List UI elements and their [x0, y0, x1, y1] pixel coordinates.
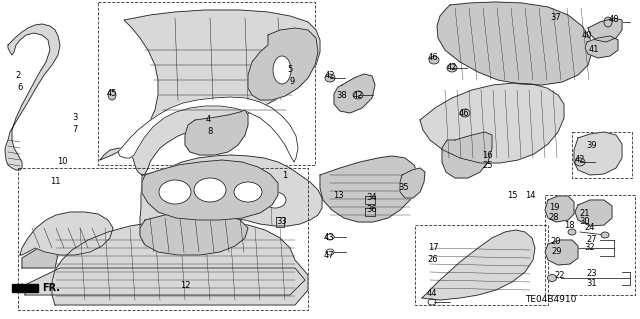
Text: 25: 25	[483, 160, 493, 169]
Ellipse shape	[264, 192, 286, 208]
Text: 31: 31	[587, 279, 597, 288]
Polygon shape	[52, 220, 308, 305]
Text: 24: 24	[585, 224, 595, 233]
Text: 39: 39	[587, 140, 597, 150]
Ellipse shape	[575, 158, 585, 166]
Text: 8: 8	[207, 128, 212, 137]
Polygon shape	[140, 155, 322, 245]
Polygon shape	[585, 36, 618, 58]
Polygon shape	[118, 97, 298, 162]
Text: TE04B4910: TE04B4910	[525, 295, 577, 304]
Ellipse shape	[353, 91, 363, 99]
Text: 40: 40	[582, 31, 592, 40]
Text: 13: 13	[333, 190, 343, 199]
Text: 10: 10	[57, 158, 67, 167]
Polygon shape	[574, 132, 622, 175]
Polygon shape	[437, 2, 592, 85]
Text: 3: 3	[72, 114, 77, 122]
Text: 45: 45	[107, 88, 117, 98]
Text: 41: 41	[589, 46, 599, 55]
Text: 21: 21	[580, 209, 590, 218]
Ellipse shape	[108, 90, 116, 100]
Ellipse shape	[601, 232, 609, 238]
Text: 35: 35	[399, 183, 410, 192]
Polygon shape	[25, 268, 305, 295]
Text: 42: 42	[353, 91, 364, 100]
Text: 27: 27	[587, 235, 597, 244]
Text: 34: 34	[367, 194, 378, 203]
Ellipse shape	[227, 190, 249, 206]
Text: 18: 18	[564, 221, 574, 231]
Text: 17: 17	[428, 243, 438, 253]
Text: 46: 46	[428, 54, 438, 63]
Ellipse shape	[447, 64, 457, 72]
Text: 42: 42	[575, 155, 585, 165]
Text: 7: 7	[72, 125, 77, 135]
Ellipse shape	[159, 180, 191, 204]
Text: 16: 16	[482, 151, 492, 160]
Polygon shape	[142, 160, 278, 220]
Text: 44: 44	[427, 288, 437, 298]
Text: 48: 48	[609, 16, 620, 25]
Text: 1: 1	[282, 170, 287, 180]
Polygon shape	[100, 10, 320, 175]
Polygon shape	[140, 212, 248, 255]
Polygon shape	[20, 212, 113, 255]
Text: 36: 36	[367, 205, 378, 214]
Text: 42: 42	[447, 63, 457, 72]
Ellipse shape	[189, 192, 211, 208]
Polygon shape	[588, 18, 622, 42]
Text: 26: 26	[428, 256, 438, 264]
Polygon shape	[575, 200, 612, 226]
Text: 22: 22	[555, 271, 565, 280]
Polygon shape	[334, 74, 375, 113]
Polygon shape	[545, 196, 574, 222]
Polygon shape	[442, 132, 492, 178]
Text: 32: 32	[585, 243, 595, 253]
Polygon shape	[248, 28, 318, 100]
Ellipse shape	[234, 182, 262, 202]
Text: 9: 9	[289, 78, 294, 86]
Text: 38: 38	[337, 91, 348, 100]
Text: 11: 11	[50, 177, 60, 187]
Ellipse shape	[429, 56, 439, 64]
Polygon shape	[422, 230, 535, 300]
Ellipse shape	[547, 275, 557, 281]
Text: 33: 33	[276, 218, 287, 226]
Text: 20: 20	[551, 238, 561, 247]
Text: 12: 12	[180, 280, 190, 290]
Text: 46: 46	[459, 108, 469, 117]
Polygon shape	[320, 156, 418, 222]
Text: 23: 23	[587, 270, 597, 278]
Ellipse shape	[273, 56, 291, 84]
Polygon shape	[420, 83, 564, 163]
Polygon shape	[400, 168, 425, 198]
Text: 37: 37	[550, 13, 561, 23]
Text: 2: 2	[15, 70, 20, 79]
Text: 47: 47	[324, 250, 334, 259]
Text: 5: 5	[287, 65, 292, 75]
Ellipse shape	[194, 178, 226, 202]
Text: 14: 14	[525, 190, 535, 199]
Text: 15: 15	[507, 190, 517, 199]
Polygon shape	[185, 110, 248, 155]
Text: 43: 43	[324, 234, 334, 242]
Ellipse shape	[325, 74, 335, 82]
Text: 29: 29	[552, 248, 563, 256]
Ellipse shape	[604, 17, 612, 27]
Text: 42: 42	[324, 70, 335, 79]
Polygon shape	[5, 24, 60, 170]
Text: 30: 30	[580, 218, 590, 226]
Text: 28: 28	[548, 213, 559, 222]
Polygon shape	[22, 235, 60, 268]
Text: 6: 6	[17, 84, 22, 93]
Text: FR.: FR.	[42, 283, 60, 293]
Text: 4: 4	[205, 115, 211, 124]
Polygon shape	[545, 240, 578, 265]
Polygon shape	[12, 284, 38, 292]
Ellipse shape	[568, 229, 576, 235]
Ellipse shape	[460, 109, 470, 117]
Text: 19: 19	[548, 204, 559, 212]
